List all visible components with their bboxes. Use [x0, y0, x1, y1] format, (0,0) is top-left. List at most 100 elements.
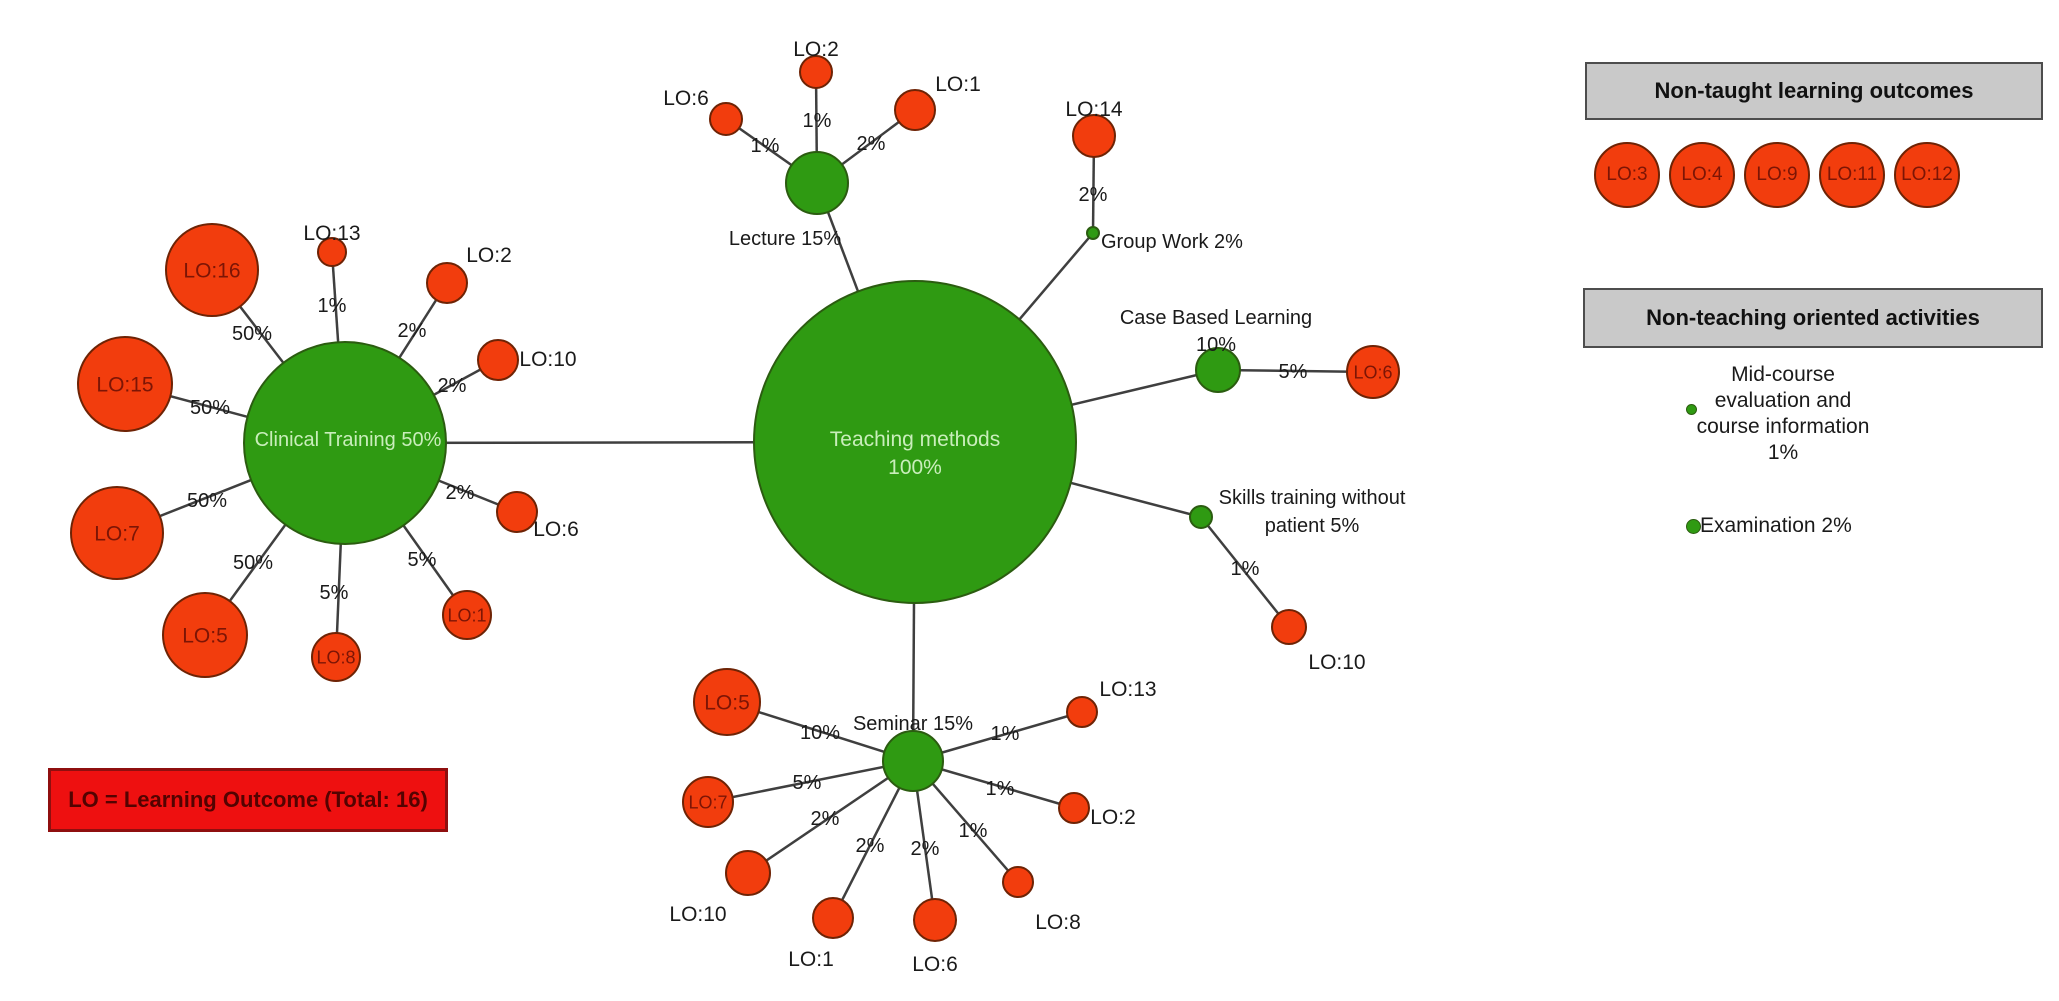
pct-label-clinical-lo-2-2: 2%	[398, 320, 427, 342]
lo-legend-box: LO = Learning Outcome (Total: 16)	[48, 768, 448, 832]
hub-label-teaching-0: Teaching methods	[830, 428, 1000, 451]
non-taught-outcome-lo-3: LO:3	[1594, 142, 1660, 208]
examination-bullet-icon	[1686, 519, 1701, 534]
outcome-circle-clinical-lo-13-1	[317, 237, 347, 267]
pct-label-groupwork-lo-14-13: 2%	[1079, 184, 1108, 206]
outcome-circle-clinical-lo-1-8	[442, 590, 492, 640]
outcome-label-clinical-lo-16-0: LO:16	[183, 259, 240, 282]
outcome-label-clinical-lo-10-3: LO:10	[519, 348, 576, 371]
outcome-circle-clinical-lo-16-0	[165, 223, 259, 317]
outcome-label-clinical-lo-7-5: LO:7	[94, 522, 140, 545]
hub-circle-teaching	[753, 280, 1077, 604]
activity-examination: Examination 2%	[1700, 514, 1852, 538]
outcome-circle-seminar-lo-2-22	[1058, 792, 1090, 824]
pct-label-clinical-lo-13-1: 1%	[318, 295, 347, 317]
outcome-label-cbl-lo-6-14: LO:6	[1353, 362, 1392, 382]
outcome-label-groupwork-lo-14-13: LO:14	[1065, 98, 1123, 121]
outcome-circle-seminar-lo-10-18	[725, 850, 771, 896]
outcome-circle-lecture-lo-2-11	[799, 55, 833, 89]
pct-label-clinical-lo-1-8: 5%	[408, 549, 437, 571]
hub-label-cbl-1: 10%	[1196, 334, 1236, 356]
pct-label-seminar-lo-7-17: 5%	[793, 772, 822, 794]
outcome-circle-clinical-lo-2-2	[426, 262, 468, 304]
non-taught-outcome-lo-11: LO:11	[1819, 142, 1885, 208]
outcome-circle-clinical-lo-7-5	[70, 486, 164, 580]
non-teaching-activities-title: Non-teaching oriented activities	[1646, 305, 1980, 330]
pct-label-clinical-lo-10-3: 2%	[438, 375, 467, 397]
outcome-label-seminar-lo-8-21: LO:8	[1035, 911, 1081, 934]
pct-label-seminar-lo-5-16: 10%	[800, 722, 840, 744]
hub-label-cbl-0: Case Based Learning	[1120, 307, 1312, 329]
outcome-circle-seminar-lo-13-23	[1066, 696, 1098, 728]
outcome-circle-clinical-lo-5-6	[162, 592, 248, 678]
pct-label-seminar-lo-1-19: 2%	[856, 835, 885, 857]
pct-label-clinical-lo-15-4: 50%	[190, 397, 230, 419]
activity-examination-label: Examination	[1700, 514, 1816, 537]
outcome-circle-lecture-lo-1-12	[894, 89, 936, 131]
pct-label-lecture-lo-2-11: 1%	[803, 110, 832, 132]
hub-label-skills-0: Skills training without	[1219, 487, 1406, 509]
outcome-circle-seminar-lo-1-19	[812, 897, 854, 939]
outcome-label-clinical-lo-15-4: LO:15	[96, 373, 153, 396]
hub-label-groupwork-0: Group Work 2%	[1101, 231, 1243, 253]
outcome-label-clinical-lo-2-2: LO:2	[466, 244, 512, 267]
activity-mid-course-pct: 1%	[1767, 441, 1799, 464]
pct-label-skills-lo-10-15: 1%	[1231, 558, 1260, 580]
hub-label-skills-1: patient 5%	[1265, 515, 1360, 537]
mid-course-bullet-icon	[1686, 404, 1697, 415]
outcome-circle-cbl-lo-6-14	[1346, 345, 1400, 399]
non-taught-outcomes-header: Non-taught learning outcomes	[1585, 62, 2043, 120]
activity-examination-pct: 2%	[1821, 514, 1852, 537]
pct-label-clinical-lo-7-5: 50%	[187, 490, 227, 512]
outcome-circle-clinical-lo-6-9	[496, 491, 538, 533]
pct-label-seminar-lo-8-21: 1%	[959, 820, 988, 842]
pct-label-lecture-lo-6-10: 1%	[751, 135, 780, 157]
non-teaching-activities-header: Non-teaching oriented activities	[1583, 288, 2043, 348]
outcome-label-seminar-lo-1-19: LO:1	[788, 948, 834, 971]
outcome-label-lecture-lo-2-11: LO:2	[793, 38, 839, 61]
outcome-label-clinical-lo-1-8: LO:1	[447, 605, 486, 625]
outcome-label-clinical-lo-6-9: LO:6	[533, 518, 579, 541]
activity-mid-course: Mid-course evaluation and course informa…	[1688, 362, 1878, 466]
non-taught-outcomes-title: Non-taught learning outcomes	[1654, 78, 1974, 103]
edge-seminar-lo-10-18	[747, 759, 914, 875]
activity-mid-course-label: Mid-course evaluation and course informa…	[1696, 363, 1870, 438]
hub-label-seminar-0: Seminar 15%	[853, 713, 973, 735]
hub-circle-seminar	[882, 730, 944, 792]
outcome-circle-lecture-lo-6-10	[709, 102, 743, 136]
pct-label-clinical-lo-8-7: 5%	[320, 582, 349, 604]
outcome-label-seminar-lo-5-16: LO:5	[704, 691, 750, 714]
hub-circle-skills	[1189, 505, 1213, 529]
pct-label-clinical-lo-16-0: 50%	[232, 323, 272, 345]
edge-seminar-lo-7-17	[707, 759, 914, 804]
outcome-label-clinical-lo-5-6: LO:5	[182, 624, 228, 647]
outcome-label-seminar-lo-2-22: LO:2	[1090, 806, 1136, 829]
outcome-circle-clinical-lo-8-7	[311, 632, 361, 682]
outcome-label-seminar-lo-6-20: LO:6	[912, 953, 958, 976]
pct-label-lecture-lo-1-12: 2%	[857, 133, 886, 155]
outcome-label-skills-lo-10-15: LO:10	[1308, 651, 1365, 674]
pct-label-clinical-lo-6-9: 2%	[446, 482, 475, 504]
hub-label-clinical-0: Clinical Training 50%	[255, 429, 442, 451]
pct-label-clinical-lo-5-6: 50%	[233, 552, 273, 574]
hub-label-lecture-0: Lecture 15%	[729, 228, 842, 250]
outcome-circle-seminar-lo-7-17	[682, 776, 734, 828]
pct-label-cbl-lo-6-14: 5%	[1279, 361, 1308, 383]
hub-circle-cbl	[1195, 347, 1241, 393]
non-taught-outcome-lo-12: LO:12	[1894, 142, 1960, 208]
non-taught-outcomes-row: LO:3 LO:4 LO:9 LO:11 LO:12	[1594, 142, 1960, 208]
outcome-label-seminar-lo-13-23: LO:13	[1099, 678, 1156, 701]
outcome-label-seminar-lo-10-18: LO:10	[669, 903, 726, 926]
lo-legend-text: LO = Learning Outcome (Total: 16)	[68, 787, 428, 812]
pct-label-seminar-lo-2-22: 1%	[986, 778, 1015, 800]
hub-circle-groupwork	[1086, 226, 1100, 240]
non-taught-outcome-lo-4: LO:4	[1669, 142, 1735, 208]
hub-label-teaching-1: 100%	[888, 456, 942, 479]
outcome-circle-seminar-lo-8-21	[1002, 866, 1034, 898]
outcome-label-lecture-lo-6-10: LO:6	[663, 87, 709, 110]
edge-skills-lo-10-15	[1200, 516, 1290, 628]
outcome-label-lecture-lo-1-12: LO:1	[935, 73, 981, 96]
outcome-circle-skills-lo-10-15	[1271, 609, 1307, 645]
pct-label-seminar-lo-13-23: 1%	[991, 723, 1020, 745]
